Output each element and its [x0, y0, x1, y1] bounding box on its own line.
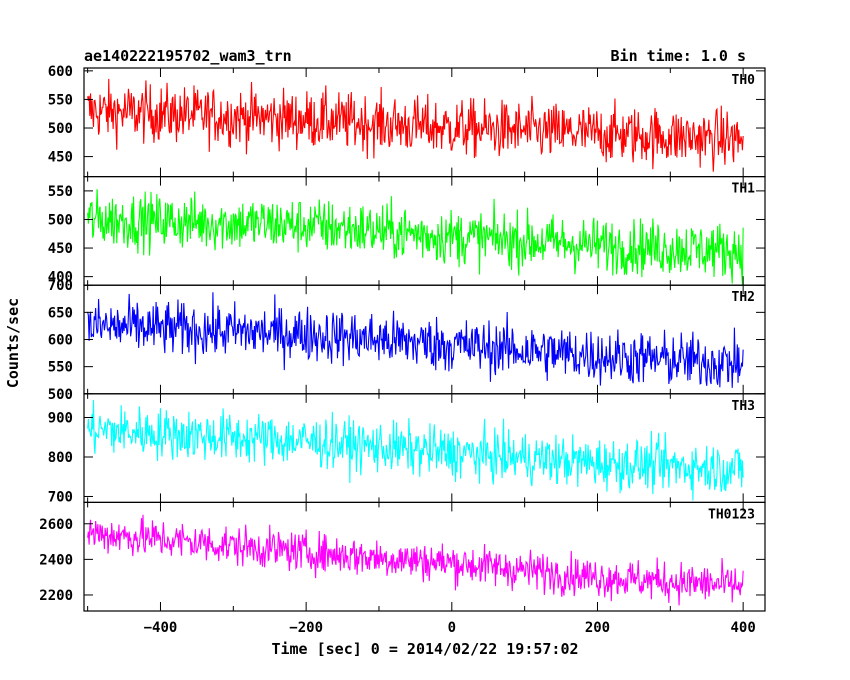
panel-label: TH2: [732, 290, 755, 305]
y-tick-label: 900: [48, 410, 73, 426]
y-tick-label: 500: [48, 121, 73, 137]
x-tick-label: 400: [731, 620, 756, 636]
y-tick-label: 600: [48, 333, 73, 349]
panel-label: TH0: [732, 73, 756, 88]
y-axis-label: Counts/sec: [4, 298, 22, 388]
y-tick-label: 2600: [39, 517, 73, 533]
panel-th0: 450 500 550 600 TH0: [48, 64, 766, 178]
panel-frame: [83, 284, 766, 395]
panel-th2: 500 550 600 650 700 TH2: [48, 278, 766, 403]
series-line-th1: [87, 189, 744, 285]
x-tick-label: −200: [289, 620, 323, 636]
panel-label: TH1: [732, 182, 756, 197]
panel-frame: [83, 501, 766, 612]
panel-label: TH3: [732, 399, 755, 414]
series-line-th0123: [87, 514, 744, 606]
series-line-th2: [87, 292, 744, 388]
y-tick-label: 2200: [39, 588, 73, 604]
panel-label: TH0123: [708, 507, 755, 522]
y-tick-label: 500: [48, 387, 73, 403]
panel-th3: 700 800 900 TH3: [48, 393, 766, 505]
panel-stack: 450 500 550 600 TH0 400 450 500 550 TH1 500 550 600 6…: [39, 64, 766, 636]
y-tick-label: 2400: [39, 552, 73, 568]
y-tick-label: 650: [48, 305, 73, 321]
x-tick-label: −400: [144, 620, 178, 636]
panel-th0123: 2200 2400 2600 TH0123: [39, 501, 766, 612]
bin-time-label: Bin time: 1.0 s: [611, 47, 746, 65]
y-tick-label: 500: [48, 212, 73, 228]
y-tick-label: 400: [48, 270, 73, 286]
y-tick-label: 700: [48, 278, 73, 294]
x-axis-label: Time [sec] 0 = 2014/02/22 19:57:02: [271, 640, 578, 658]
y-tick-label: 550: [48, 184, 73, 200]
x-tick-label: 0: [448, 620, 456, 636]
series-line-th0: [87, 78, 744, 172]
y-tick-label: 450: [48, 241, 73, 257]
chart-title: ae140222195702_wam3_trn: [84, 47, 292, 65]
y-tick-label: 600: [48, 64, 73, 80]
x-tick-label: 200: [585, 620, 610, 636]
y-tick-label: 450: [48, 150, 73, 166]
y-tick-label: 550: [48, 92, 73, 108]
y-tick-label: 550: [48, 360, 73, 376]
series-line-th3: [87, 400, 744, 501]
panel-th1: 400 450 500 550 TH1: [48, 176, 766, 286]
y-tick-label: 800: [48, 450, 73, 466]
y-tick-label: 700: [48, 489, 73, 505]
